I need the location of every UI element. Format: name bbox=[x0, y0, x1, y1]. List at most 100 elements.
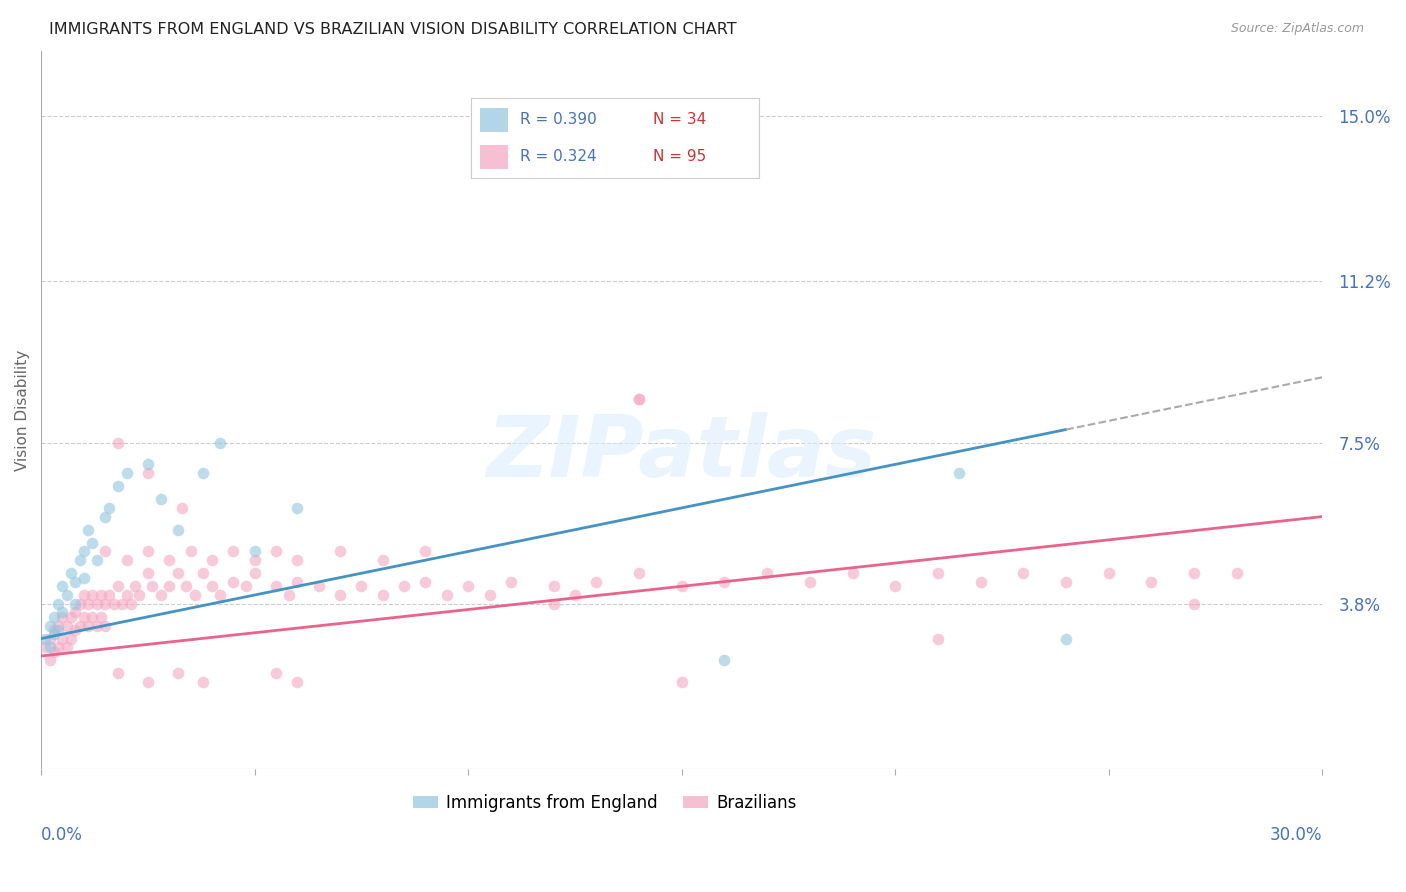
Point bbox=[285, 553, 308, 567]
Point bbox=[124, 579, 146, 593]
Point bbox=[884, 579, 907, 593]
Point bbox=[180, 544, 202, 558]
Text: 30.0%: 30.0% bbox=[1270, 826, 1322, 844]
Point bbox=[534, 130, 557, 145]
Point bbox=[98, 588, 121, 602]
Point bbox=[243, 553, 266, 567]
Point bbox=[60, 632, 83, 646]
Point bbox=[38, 632, 60, 646]
Point bbox=[115, 553, 138, 567]
Point bbox=[94, 618, 117, 632]
Text: 0.0%: 0.0% bbox=[41, 826, 83, 844]
Point bbox=[141, 579, 163, 593]
Point bbox=[51, 579, 73, 593]
Point bbox=[111, 597, 134, 611]
Text: N = 95: N = 95 bbox=[652, 149, 706, 164]
Point bbox=[841, 566, 863, 581]
Point bbox=[73, 609, 96, 624]
Point bbox=[166, 523, 188, 537]
Point bbox=[136, 566, 159, 581]
Text: N = 34: N = 34 bbox=[652, 112, 706, 128]
Point bbox=[209, 435, 232, 450]
Point bbox=[436, 588, 458, 602]
Point bbox=[222, 574, 245, 589]
Point bbox=[34, 640, 56, 655]
Point bbox=[285, 675, 308, 690]
Point bbox=[627, 392, 650, 406]
Point bbox=[149, 492, 172, 507]
Point bbox=[1140, 574, 1163, 589]
Point bbox=[166, 566, 188, 581]
Point bbox=[392, 579, 415, 593]
Point bbox=[1098, 566, 1121, 581]
Point bbox=[308, 579, 330, 593]
Point bbox=[193, 675, 215, 690]
Point bbox=[34, 632, 56, 646]
Point bbox=[69, 618, 91, 632]
Point bbox=[55, 618, 77, 632]
Point bbox=[51, 632, 73, 646]
Point bbox=[94, 544, 117, 558]
Bar bbox=[479, 145, 509, 169]
Text: R = 0.390: R = 0.390 bbox=[520, 112, 596, 128]
Point bbox=[264, 666, 287, 681]
Point bbox=[948, 466, 970, 480]
Point bbox=[157, 579, 180, 593]
Point bbox=[1182, 597, 1205, 611]
Point bbox=[166, 666, 188, 681]
Point bbox=[55, 588, 77, 602]
Point bbox=[42, 627, 65, 641]
Point bbox=[77, 523, 100, 537]
Point bbox=[371, 553, 394, 567]
Point bbox=[136, 466, 159, 480]
Point bbox=[51, 606, 73, 620]
Point bbox=[627, 392, 650, 406]
Point bbox=[38, 618, 60, 632]
Point bbox=[350, 579, 373, 593]
Point bbox=[201, 553, 224, 567]
Point bbox=[38, 640, 60, 655]
Text: ZIPatlas: ZIPatlas bbox=[486, 411, 877, 494]
Point bbox=[415, 544, 437, 558]
Point bbox=[107, 435, 129, 450]
Point bbox=[136, 544, 159, 558]
Point bbox=[46, 623, 69, 637]
Point bbox=[184, 588, 207, 602]
Point bbox=[73, 588, 96, 602]
Point bbox=[115, 466, 138, 480]
Point bbox=[86, 597, 108, 611]
Point bbox=[107, 479, 129, 493]
Point bbox=[756, 566, 779, 581]
Point bbox=[69, 597, 91, 611]
Point bbox=[264, 579, 287, 593]
Point bbox=[671, 579, 693, 593]
Point bbox=[86, 553, 108, 567]
Point bbox=[42, 609, 65, 624]
Point bbox=[128, 588, 150, 602]
Point bbox=[65, 606, 87, 620]
Point bbox=[415, 574, 437, 589]
Point bbox=[90, 588, 112, 602]
Point bbox=[371, 588, 394, 602]
Point bbox=[82, 535, 104, 549]
Text: Source: ZipAtlas.com: Source: ZipAtlas.com bbox=[1230, 22, 1364, 36]
Point bbox=[103, 597, 125, 611]
Point bbox=[82, 609, 104, 624]
Point bbox=[38, 653, 60, 667]
Legend: Immigrants from England, Brazilians: Immigrants from England, Brazilians bbox=[406, 787, 803, 818]
Point bbox=[478, 588, 501, 602]
Point bbox=[543, 579, 565, 593]
Point bbox=[149, 588, 172, 602]
Point bbox=[193, 466, 215, 480]
Point bbox=[107, 579, 129, 593]
Point bbox=[42, 645, 65, 659]
Point bbox=[77, 597, 100, 611]
Point bbox=[107, 666, 129, 681]
Point bbox=[65, 597, 87, 611]
Point bbox=[115, 588, 138, 602]
Point bbox=[65, 574, 87, 589]
Point bbox=[1054, 574, 1077, 589]
Point bbox=[235, 579, 257, 593]
Point bbox=[136, 675, 159, 690]
Point bbox=[1054, 632, 1077, 646]
